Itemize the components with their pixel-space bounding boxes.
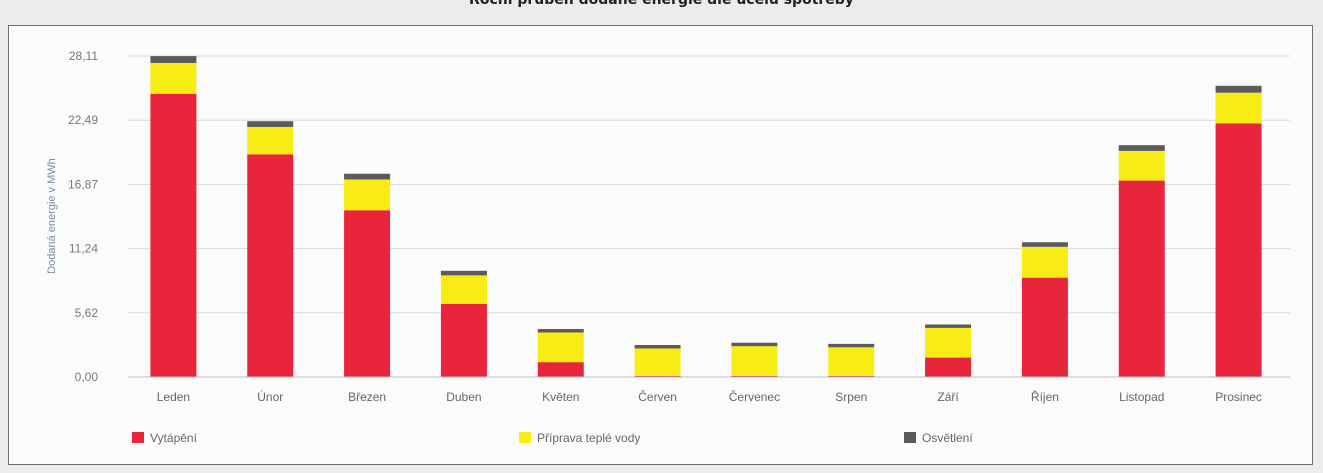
bars xyxy=(150,56,1262,378)
bar-segment-priprava-teple-vody xyxy=(925,327,972,358)
axes: 0,00 5,62 11,24 16,87 22,49 28,11 Dodaná energ… xyxy=(46,49,1290,404)
x-tick-label: Říjen xyxy=(1031,389,1059,404)
y-tick-label: 22,49 xyxy=(68,113,98,127)
bar-segment-vytapeni xyxy=(440,303,487,377)
chart-title: Roční průběh dodané energie dle účelu sp… xyxy=(469,0,854,8)
bar-segment-priprava-teple-vody xyxy=(634,348,681,376)
bar-segment-vytapeni xyxy=(1118,180,1165,377)
bar-segment-osvetleni xyxy=(247,121,294,127)
x-tick-label: Prosinec xyxy=(1215,390,1262,404)
y-tick-label: 16,87 xyxy=(68,177,98,191)
bar-segment-osvetleni xyxy=(150,56,197,63)
x-tick-label: Listopad xyxy=(1119,390,1164,404)
bar-segment-priprava-teple-vody xyxy=(247,126,294,155)
x-tick-label: Květen xyxy=(542,390,579,404)
legend: Vytápění Příprava teplé vody Osvětlení xyxy=(132,431,973,445)
bar-segment-priprava-teple-vody xyxy=(828,347,875,376)
bar-segment-priprava-teple-vody xyxy=(1118,150,1165,181)
y-axis-title: Dodaná energie v MWh xyxy=(46,158,58,274)
bar-segment-priprava-teple-vody xyxy=(344,179,391,211)
bar-segment-vytapeni xyxy=(344,210,391,377)
legend-label: Příprava teplé vody xyxy=(537,431,640,445)
bar-segment-vytapeni xyxy=(537,362,584,377)
x-tick-label: Leden xyxy=(157,390,190,404)
x-tick-label: Červenec xyxy=(729,389,780,404)
bar-segment-priprava-teple-vody xyxy=(731,346,778,376)
legend-label: Vytápění xyxy=(150,431,198,445)
legend-swatch xyxy=(132,432,144,443)
chart-frame xyxy=(8,25,1313,465)
x-tick-label: Březen xyxy=(348,390,386,404)
bar-segment-vytapeni xyxy=(150,93,197,378)
legend-swatch xyxy=(519,432,531,443)
bar-segment-osvetleni xyxy=(537,329,584,333)
x-tick-label: Září xyxy=(937,390,959,404)
bar-segment-vytapeni xyxy=(925,357,972,377)
bar-segment-osvetleni xyxy=(828,343,875,348)
bar-segment-priprava-teple-vody xyxy=(150,62,197,94)
bar-segment-osvetleni xyxy=(1215,85,1262,93)
legend-swatch xyxy=(904,432,916,443)
bar-segment-osvetleni xyxy=(731,342,778,347)
bar-segment-vytapeni xyxy=(247,154,294,377)
y-tick-label: 5,62 xyxy=(75,306,99,320)
bar-segment-osvetleni xyxy=(440,270,487,276)
bar-segment-priprava-teple-vody xyxy=(537,332,584,363)
x-tick-label: Srpen xyxy=(835,390,867,404)
x-tick-label: Červen xyxy=(638,389,677,404)
bar-segment-osvetleni xyxy=(1118,145,1165,151)
y-tick-label: 28,11 xyxy=(69,49,98,63)
x-tick-label: Duben xyxy=(446,390,481,404)
bar-segment-osvetleni xyxy=(344,173,391,180)
bar-segment-osvetleni xyxy=(634,345,681,349)
y-tick-label: 11,24 xyxy=(69,242,98,256)
bar-segment-vytapeni xyxy=(1215,123,1262,377)
gridlines xyxy=(128,55,1290,378)
bar-segment-priprava-teple-vody xyxy=(1215,92,1262,124)
bar-segment-vytapeni xyxy=(1021,277,1068,377)
bar-segment-vytapeni xyxy=(634,375,681,377)
bar-segment-vytapeni xyxy=(731,375,778,377)
legend-label: Osvětlení xyxy=(922,431,973,445)
bar-segment-priprava-teple-vody xyxy=(440,275,487,304)
bar-segment-priprava-teple-vody xyxy=(1021,246,1068,278)
bar-segment-vytapeni xyxy=(828,375,875,377)
x-tick-label: Únor xyxy=(257,389,283,404)
bar-segment-osvetleni xyxy=(1021,242,1068,247)
y-tick-label: 0,00 xyxy=(75,370,99,384)
bar-segment-osvetleni xyxy=(925,324,972,328)
